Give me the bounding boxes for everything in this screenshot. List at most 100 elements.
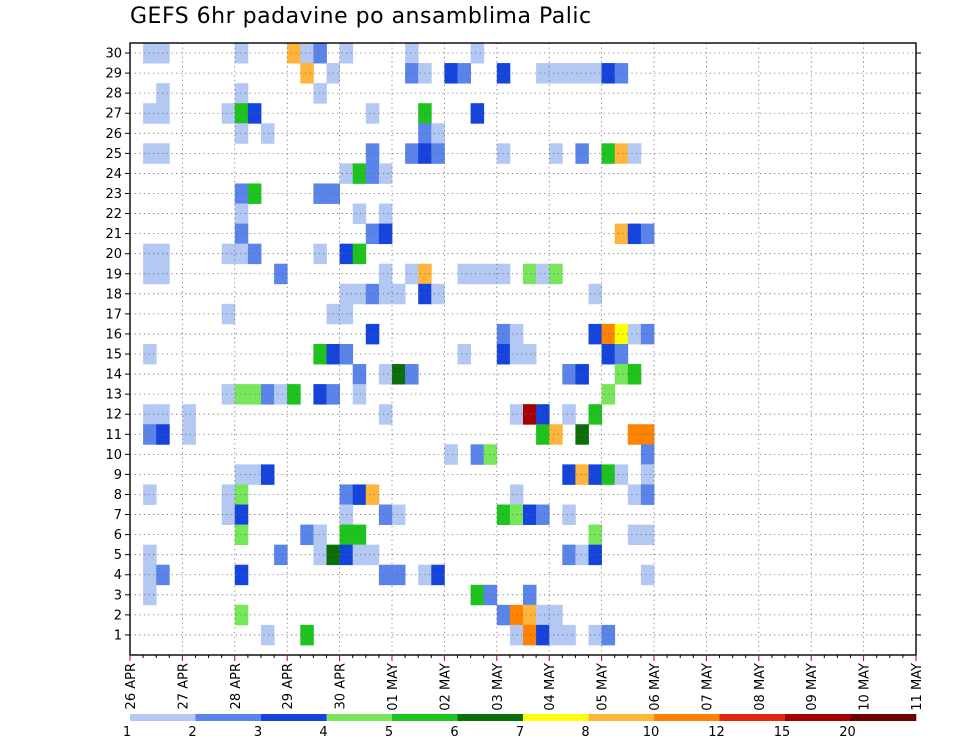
heatmap-cell [483, 444, 498, 465]
heatmap-cell [352, 524, 367, 546]
heatmap-cell [562, 404, 576, 425]
y-tick-label: 9 [114, 468, 122, 483]
heatmap-cell [575, 63, 589, 84]
heatmap-cell [352, 283, 367, 305]
heatmap-cell [549, 424, 563, 445]
heatmap-cell [143, 43, 157, 64]
heatmap-cell [143, 544, 157, 566]
heatmap-cell [313, 43, 327, 64]
heatmap-cell [392, 364, 406, 385]
legend-swatch [523, 714, 589, 721]
heatmap-cell [575, 464, 589, 485]
heatmap-cell [392, 283, 406, 305]
heatmap-cell [470, 43, 485, 64]
heatmap-cell [523, 263, 537, 285]
heatmap-cell [627, 364, 642, 385]
heatmap-cell [640, 484, 655, 505]
heatmap-cell [365, 323, 380, 345]
heatmap-cell [640, 464, 655, 485]
legend-label: 5 [385, 725, 393, 740]
x-tick-label: 30 APR [334, 663, 349, 709]
heatmap-cell [562, 544, 576, 566]
legend-label: 2 [188, 725, 196, 740]
legend-label: 4 [319, 725, 327, 740]
y-tick-label: 10 [105, 448, 122, 463]
y-tick-label: 1 [114, 628, 122, 643]
y-tick-label: 14 [105, 368, 122, 383]
heatmap-cell [614, 323, 629, 345]
heatmap-cell [365, 484, 380, 505]
heatmap-cell [313, 524, 327, 546]
heatmap-cell [313, 183, 327, 204]
legend-swatch [130, 714, 196, 721]
heatmap-cell [378, 263, 393, 285]
heatmap-cell [378, 223, 393, 245]
heatmap-cell [614, 364, 629, 385]
heatmap-cell [143, 404, 157, 425]
heatmap-cell [523, 624, 537, 646]
x-axis: 26 APR 27 APR 28 APR 29 APR 30 APR 01 MAY 02 M… [124, 655, 925, 711]
heatmap-cell [365, 163, 380, 184]
heatmap-cell [575, 143, 589, 164]
heatmap-cell [640, 564, 655, 586]
legend-swatch [457, 714, 524, 721]
y-tick-label: 27 [105, 107, 122, 122]
heatmap-cell [378, 504, 393, 525]
heatmap-cell [143, 584, 157, 606]
heatmap-cell [274, 544, 288, 566]
heatmap-cell [313, 243, 327, 265]
heatmap-cell [352, 544, 367, 566]
y-tick-label: 7 [114, 508, 122, 523]
heatmap-cell [523, 604, 537, 626]
legend-swatch [392, 714, 458, 721]
legend-label: 15 [774, 725, 791, 740]
heatmap-cell [614, 343, 629, 365]
heatmap-cell [378, 203, 393, 224]
heatmap-cell [470, 103, 485, 124]
heatmap-cell [431, 143, 445, 164]
heatmap-cell [575, 424, 589, 445]
heatmap-cell [378, 364, 393, 385]
legend-swatch [785, 714, 851, 721]
x-tick-label: 03 MAY [491, 663, 506, 711]
heatmap-cell [640, 424, 655, 445]
heatmap-cell [444, 63, 458, 84]
heatmap-cell [352, 203, 367, 224]
heatmap-cell [457, 263, 471, 285]
heatmap-cell [261, 464, 275, 485]
heatmap-cell [221, 504, 236, 525]
heatmap-cell [405, 143, 419, 164]
heatmap-cell [562, 364, 576, 385]
y-tick-label: 21 [105, 227, 122, 242]
heatmap-cell [536, 604, 550, 626]
x-tick-label: 02 MAY [438, 663, 453, 711]
heatmap-cell [601, 384, 616, 405]
y-tick-label: 26 [105, 127, 122, 142]
heatmap-cell [640, 524, 655, 546]
heatmap-cell [614, 464, 629, 485]
heatmap-cell [313, 343, 327, 365]
heatmap-cell [536, 63, 550, 84]
heatmap-cell [365, 223, 380, 245]
legend-label: 12 [708, 725, 725, 740]
y-tick-label: 28 [105, 87, 122, 102]
heatmap-cell [313, 544, 327, 566]
heatmap-cell [182, 424, 196, 445]
grid-lines [130, 43, 916, 655]
heatmap-cell [221, 484, 236, 505]
heatmap-cell [300, 624, 314, 646]
heatmap-cell [627, 143, 642, 164]
y-tick-label: 22 [105, 207, 122, 222]
x-tick-label: 04 MAY [543, 663, 558, 711]
heatmap-cell [143, 143, 157, 164]
y-tick-label: 23 [105, 187, 122, 202]
heatmap-cell [365, 283, 380, 305]
heatmap-cell [405, 364, 419, 385]
heatmap-cell [182, 404, 196, 425]
heatmap-cell [300, 524, 314, 546]
y-tick-label: 12 [105, 408, 122, 423]
legend-label: 7 [516, 725, 524, 740]
heatmap-cell [300, 63, 314, 84]
legend-swatch [850, 714, 917, 721]
heatmap-cell [614, 143, 629, 164]
